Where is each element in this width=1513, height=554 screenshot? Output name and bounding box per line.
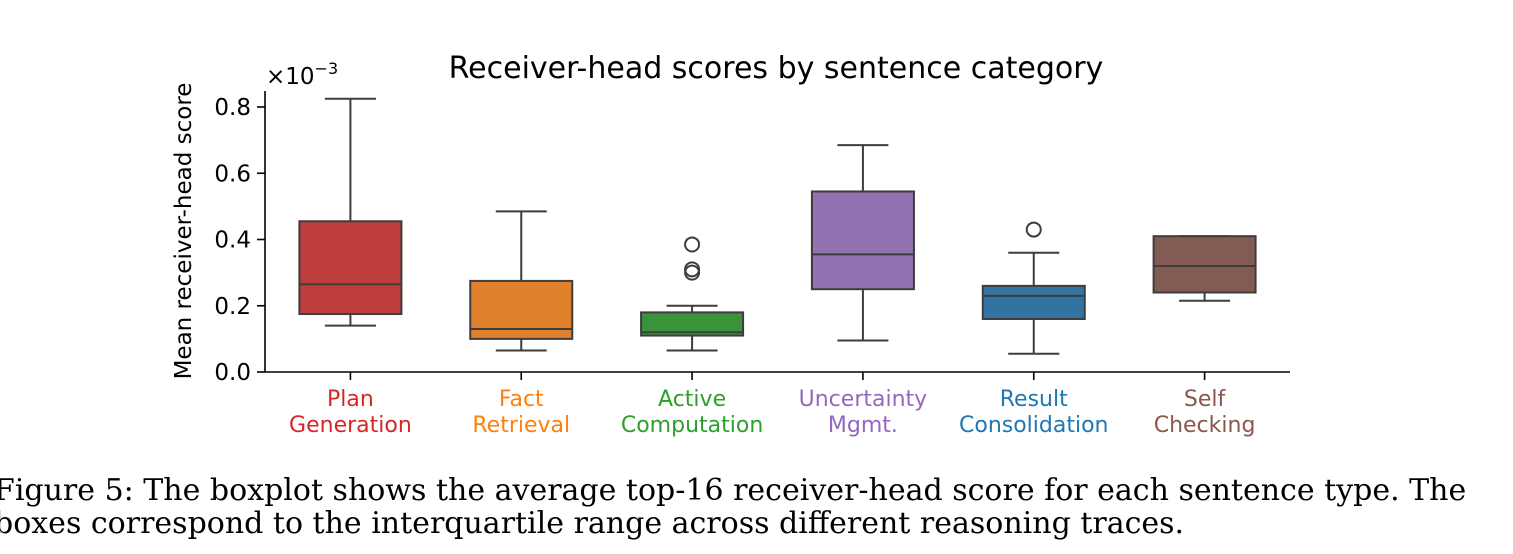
outlier-point (684, 236, 701, 253)
box-group (469, 210, 574, 352)
scale-factor-exponent: −3 (315, 59, 339, 78)
y-tick-label: 0.6 (214, 161, 251, 187)
caption-line-1: Figure 5: The boxplot shows the average … (0, 473, 1467, 508)
x-tick-label: Result (1000, 387, 1068, 412)
y-axis: 0.0 0.2 0.4 0.6 0.8 (214, 91, 266, 386)
x-tick-label: Plan (327, 387, 374, 412)
iqr-box (810, 190, 915, 291)
x-tick-label: Checking (1154, 413, 1256, 438)
scale-factor-label: ×10−3 (266, 59, 338, 90)
box-group (981, 221, 1086, 355)
x-tick-label: Uncertainty (799, 387, 928, 412)
outlier-point (684, 264, 701, 281)
x-tick-label: Active (658, 387, 726, 412)
iqr-box (298, 220, 403, 316)
outlier-point (684, 261, 701, 278)
iqr-box (981, 284, 1086, 320)
boxplot-chart: Receiver-head scores by sentence categor… (171, 51, 1290, 438)
x-tick-label: Retrieval (472, 413, 570, 438)
y-tick-label: 0.2 (214, 294, 251, 320)
x-tick-label: Generation (289, 413, 412, 438)
y-tick-label: 0.4 (214, 228, 251, 254)
chart-title: Receiver-head scores by sentence categor… (449, 51, 1104, 86)
iqr-box (1152, 235, 1257, 294)
iqr-box (640, 311, 745, 337)
y-tick-label: 0.0 (214, 360, 251, 386)
iqr-box (469, 279, 574, 340)
box-group (810, 144, 915, 342)
y-tick-label: 0.8 (214, 95, 251, 121)
x-tick-label: Consolidation (959, 413, 1109, 438)
x-tick-label: Mgmt. (828, 413, 898, 438)
box-group (1152, 235, 1257, 302)
box-group (298, 97, 403, 327)
outlier-point (1025, 221, 1042, 238)
x-tick-label: Self (1184, 387, 1227, 412)
caption-line-2: boxes correspond to the interquartile ra… (0, 506, 1185, 541)
x-tick-label: Fact (499, 387, 544, 412)
x-tick-label: Computation (621, 413, 763, 438)
scale-factor-base: ×10 (266, 64, 315, 90)
box-series (298, 97, 1257, 355)
figure-caption: Figure 5: The boxplot shows the average … (0, 474, 1513, 540)
y-axis-label: Mean receiver-head score (171, 83, 197, 380)
box-group (640, 236, 745, 352)
